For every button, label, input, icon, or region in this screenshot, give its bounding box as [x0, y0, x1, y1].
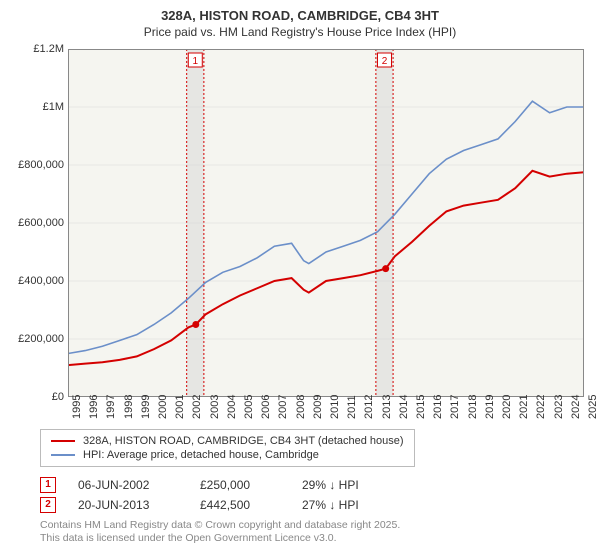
y-tick-label: £800,000 — [18, 159, 64, 171]
svg-text:2: 2 — [382, 56, 388, 67]
legend-label: HPI: Average price, detached house, Camb… — [83, 449, 319, 461]
event-price: £442,500 — [200, 498, 280, 512]
chart-title: 328A, HISTON ROAD, CAMBRIDGE, CB4 3HT — [10, 8, 590, 25]
event-price: £250,000 — [200, 478, 280, 492]
legend-item: HPI: Average price, detached house, Camb… — [51, 448, 404, 462]
legend-item: 328A, HISTON ROAD, CAMBRIDGE, CB4 3HT (d… — [51, 434, 404, 448]
y-tick-label: £1.2M — [33, 43, 64, 55]
attribution: Contains HM Land Registry data © Crown c… — [40, 519, 590, 545]
event-date: 06-JUN-2002 — [78, 478, 178, 492]
event-table: 1 06-JUN-2002 £250,000 29% ↓ HPI 2 20-JUN-201… — [40, 475, 590, 515]
legend-label: 328A, HISTON ROAD, CAMBRIDGE, CB4 3HT (d… — [83, 435, 404, 447]
legend-swatch — [51, 454, 75, 456]
chart-area: £0£200,000£400,000£600,000£800,000£1M£1.… — [28, 43, 588, 423]
attribution-line: Contains HM Land Registry data © Crown c… — [40, 519, 590, 532]
y-axis: £0£200,000£400,000£600,000£800,000£1M£1.… — [28, 49, 68, 397]
y-tick-label: £0 — [52, 391, 64, 403]
x-axis: 1995199619971998199920002001200220032004… — [68, 397, 584, 423]
event-row: 2 20-JUN-2013 £442,500 27% ↓ HPI — [40, 495, 590, 515]
attribution-line: This data is licensed under the Open Gov… — [40, 532, 590, 545]
legend: 328A, HISTON ROAD, CAMBRIDGE, CB4 3HT (d… — [40, 429, 415, 467]
plot-svg: 12 — [68, 49, 584, 397]
event-delta: 29% ↓ HPI — [302, 478, 392, 492]
event-delta: 27% ↓ HPI — [302, 498, 392, 512]
legend-swatch — [51, 440, 75, 442]
plot-area: 12 — [68, 49, 584, 397]
chart-subtitle: Price paid vs. HM Land Registry's House … — [10, 25, 590, 39]
y-tick-label: £1M — [43, 101, 64, 113]
y-tick-label: £200,000 — [18, 333, 64, 345]
y-tick-label: £600,000 — [18, 217, 64, 229]
chart-container: 328A, HISTON ROAD, CAMBRIDGE, CB4 3HT Pr… — [0, 0, 600, 560]
svg-text:1: 1 — [192, 56, 198, 67]
event-date: 20-JUN-2013 — [78, 498, 178, 512]
event-badge: 1 — [40, 477, 56, 493]
event-badge: 2 — [40, 497, 56, 513]
y-tick-label: £400,000 — [18, 275, 64, 287]
event-row: 1 06-JUN-2002 £250,000 29% ↓ HPI — [40, 475, 590, 495]
